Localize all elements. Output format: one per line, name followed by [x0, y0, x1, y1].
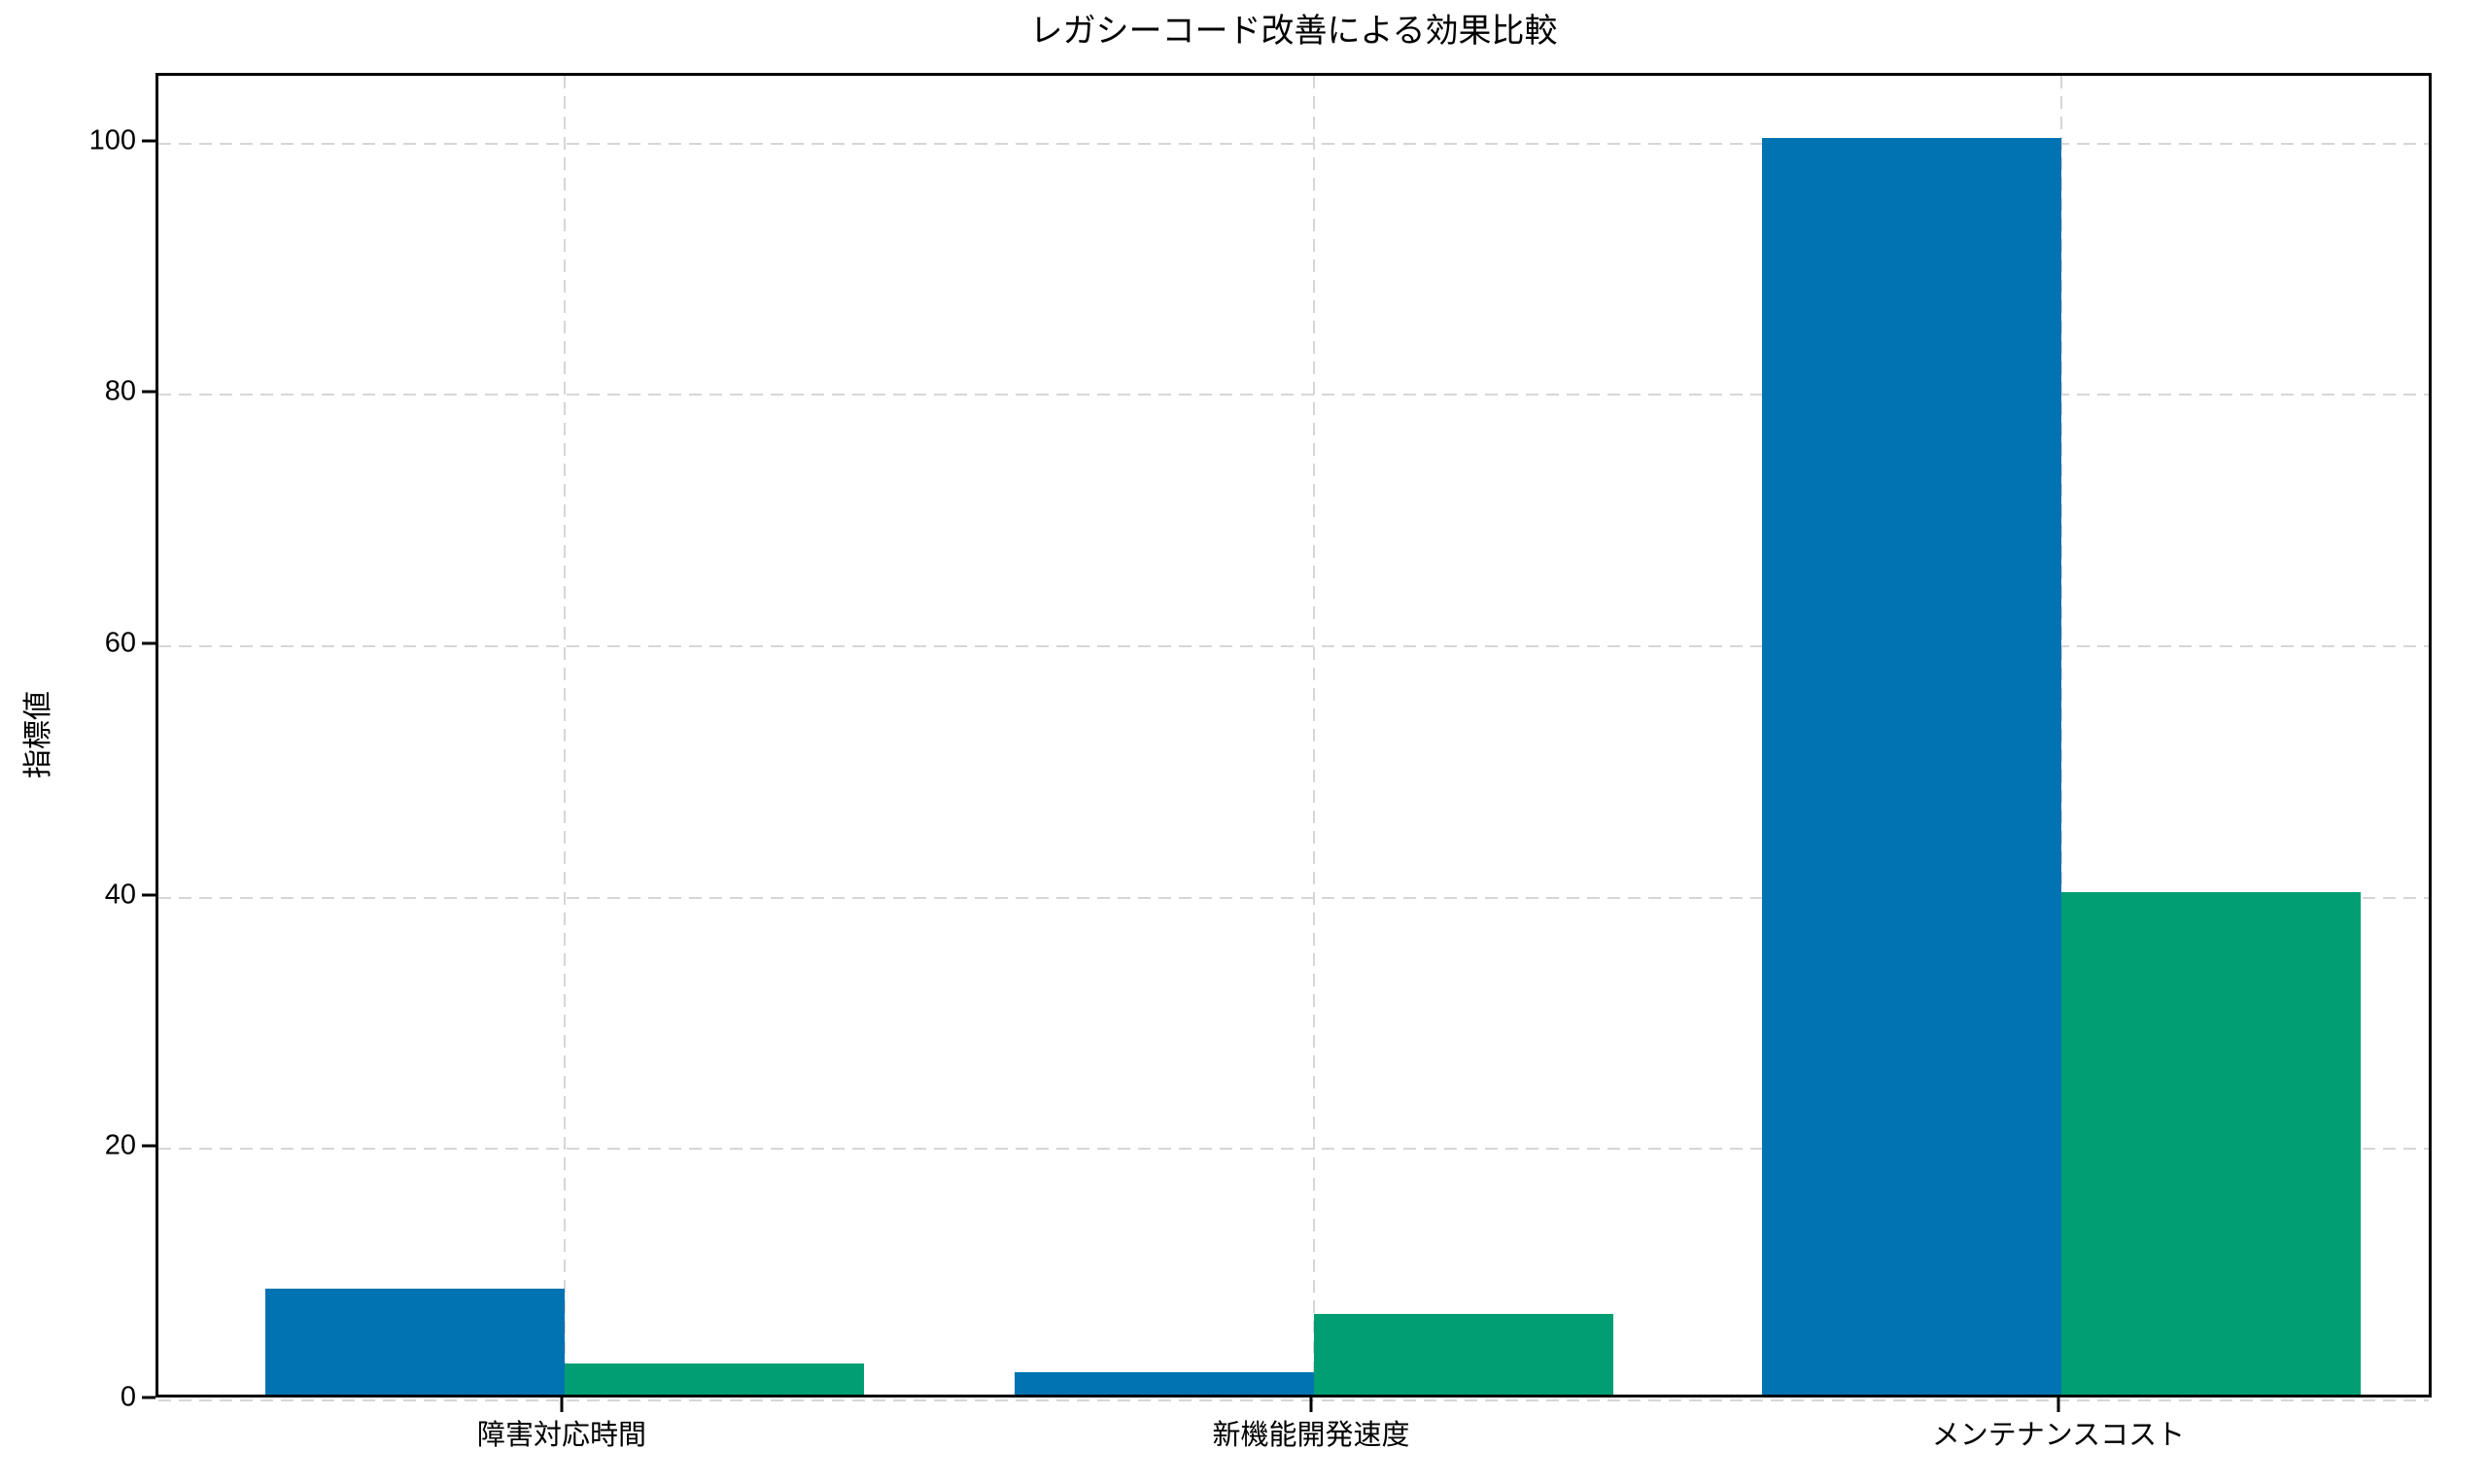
- x-tick-label-障害対応時間: 障害対応時間: [477, 1420, 647, 1451]
- bar-blue-series-障害対応時間: [265, 1289, 566, 1395]
- y-tick-mark: [142, 1396, 156, 1399]
- y-tick-label: 80: [104, 375, 136, 407]
- gridline-horizontal: [158, 896, 2429, 899]
- gridline-vertical: [1313, 76, 1316, 1395]
- y-tick-label: 40: [104, 879, 136, 911]
- chart-title: レガシーコード改善による効果比較: [1029, 13, 1558, 50]
- bar-green-series-新機能開発速度: [1314, 1314, 1613, 1395]
- y-tick-label: 100: [88, 124, 136, 156]
- gridline-vertical: [564, 76, 567, 1395]
- y-tick-label: 20: [104, 1129, 136, 1161]
- x-tick-mark: [1309, 1398, 1313, 1412]
- gridline-horizontal: [158, 142, 2429, 145]
- x-tick-label-新機能開発速度: 新機能開発速度: [1212, 1420, 1410, 1451]
- y-tick-mark: [142, 641, 156, 645]
- bar-green-series-メンテナンスコスト: [2060, 891, 2361, 1395]
- gridline-horizontal: [158, 645, 2429, 648]
- x-tick-mark: [560, 1398, 564, 1412]
- x-tick-mark: [2056, 1398, 2060, 1412]
- gridline-horizontal: [158, 1399, 2429, 1401]
- gridline-horizontal: [158, 394, 2429, 397]
- bar-blue-series-メンテナンスコスト: [1761, 137, 2061, 1395]
- gridline-horizontal: [158, 1148, 2429, 1151]
- y-tick-mark: [142, 893, 156, 897]
- y-tick-mark: [142, 390, 156, 394]
- y-axis-label: 指標値: [22, 691, 54, 778]
- bar-green-series-障害対応時間: [565, 1363, 865, 1395]
- bar-blue-series-新機能開発速度: [1015, 1371, 1315, 1395]
- y-tick-mark: [142, 1144, 156, 1148]
- y-tick-label: 0: [120, 1381, 136, 1413]
- x-tick-label-メンテナンスコスト: メンテナンスコスト: [1931, 1420, 2186, 1451]
- gridline-vertical: [2059, 76, 2062, 1395]
- y-tick-label: 60: [104, 627, 136, 659]
- y-tick-mark: [142, 139, 156, 143]
- plot-area: [156, 73, 2432, 1401]
